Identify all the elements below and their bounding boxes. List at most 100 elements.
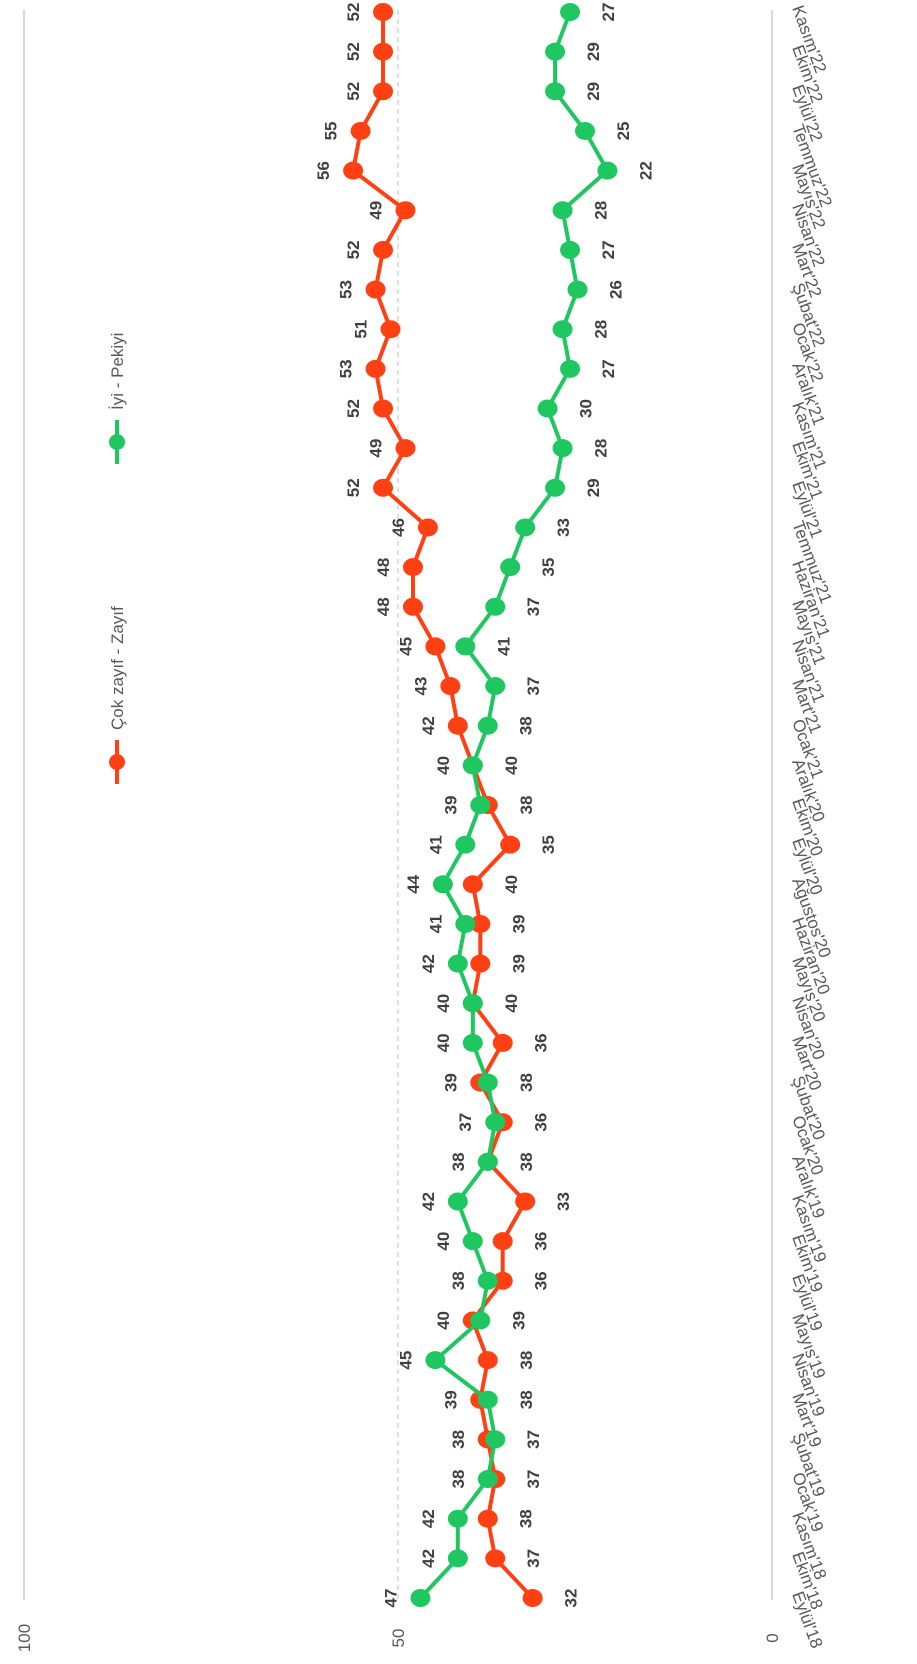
data-point: [537, 399, 558, 418]
data-label: 48: [374, 597, 393, 616]
data-point: [477, 1351, 498, 1370]
data-point: [373, 3, 394, 21]
data-label: 38: [517, 1073, 536, 1092]
data-point: [455, 637, 476, 656]
data-label: 38: [517, 1351, 536, 1370]
data-label: 52: [344, 82, 363, 101]
data-point: [455, 835, 476, 854]
data-label: 28: [592, 439, 611, 458]
value-tick-label: 50: [389, 1629, 408, 1648]
series-iyi-pekiyi: [410, 3, 618, 1607]
series-layer: 32 47 37 42 38 42 37 38 38 37 39 38 38 45 40 39 36 38 36 40…: [314, 3, 655, 1608]
data-label: 39: [509, 914, 528, 933]
data-labels: 32 47 37 42 38 42 37 38 38 37 39 38 38 45 40 39 36 38 36 40…: [314, 3, 655, 1608]
data-label: 37: [524, 1470, 543, 1489]
data-label: 36: [532, 1113, 551, 1132]
data-label: 27: [599, 359, 618, 378]
data-label: 47: [381, 1589, 400, 1608]
data-label: 27: [599, 240, 618, 259]
data-label: 37: [524, 677, 543, 696]
data-point: [462, 1232, 483, 1251]
data-label: 25: [614, 121, 633, 140]
data-point: [597, 161, 618, 180]
data-label: 33: [554, 518, 573, 537]
data-point: [575, 121, 595, 140]
data-point: [447, 1549, 468, 1568]
data-label: 38: [517, 796, 536, 815]
data-point: [492, 1232, 513, 1251]
data-label: 51: [352, 320, 371, 339]
data-label: 56: [314, 161, 333, 180]
data-label: 39: [441, 796, 460, 815]
data-point: [477, 1152, 498, 1171]
data-point: [545, 478, 566, 497]
data-label: 40: [434, 1033, 453, 1052]
data-point: [432, 875, 453, 894]
data-label: 49: [366, 201, 385, 220]
data-label: 42: [419, 1509, 438, 1528]
data-label: 38: [517, 1390, 536, 1409]
data-label: 42: [419, 954, 438, 973]
data-point: [373, 42, 394, 61]
data-label: 42: [419, 1192, 438, 1211]
data-label: 41: [426, 835, 445, 854]
legend-swatch-marker: [109, 754, 125, 770]
data-label: 38: [517, 1509, 536, 1528]
data-label: 53: [337, 359, 356, 378]
data-label: 29: [584, 82, 603, 101]
data-label: 35: [539, 835, 558, 854]
data-point: [447, 1192, 468, 1211]
data-label: 43: [411, 677, 430, 696]
data-point: [470, 1311, 491, 1330]
data-point: [552, 201, 573, 220]
data-point: [477, 1509, 498, 1528]
data-label: 38: [449, 1470, 468, 1489]
data-point: [425, 1351, 446, 1370]
data-point: [402, 597, 423, 616]
data-point: [560, 3, 581, 21]
data-label: 40: [502, 994, 521, 1013]
data-point: [462, 756, 483, 775]
data-point: [500, 835, 521, 854]
data-point: [365, 359, 386, 378]
data-label: 32: [562, 1589, 581, 1608]
data-point: [500, 558, 521, 577]
data-label: 37: [456, 1113, 475, 1132]
data-point: [545, 82, 566, 101]
data-label: 35: [539, 558, 558, 577]
data-label: 52: [344, 42, 363, 61]
data-point: [462, 994, 483, 1013]
data-label: 28: [592, 320, 611, 339]
data-label: 40: [434, 994, 453, 1013]
data-label: 52: [344, 478, 363, 497]
data-label: 52: [344, 399, 363, 418]
data-point: [425, 637, 446, 656]
data-point: [373, 82, 394, 101]
data-point: [485, 677, 506, 696]
value-tick-label: 100: [15, 1624, 34, 1652]
data-label: 36: [532, 1232, 551, 1251]
data-label: 38: [449, 1430, 468, 1449]
data-point: [447, 1509, 468, 1528]
data-point: [477, 1470, 498, 1489]
data-point: [462, 875, 483, 894]
data-label: 40: [434, 1232, 453, 1251]
data-label: 55: [322, 121, 341, 140]
data-point: [485, 1549, 506, 1568]
data-point: [515, 518, 536, 537]
data-point: [552, 439, 573, 458]
data-label: 29: [584, 478, 603, 497]
data-label: 40: [502, 756, 521, 775]
data-label: 38: [517, 716, 536, 735]
data-point: [477, 716, 498, 735]
data-label: 28: [592, 201, 611, 220]
legend: Çok zayıf - Zayıf İyi - Pekiyi: [108, 333, 127, 784]
legend-swatch-marker: [109, 434, 125, 450]
data-label: 42: [419, 1549, 438, 1568]
data-label: 33: [554, 1192, 573, 1211]
data-label: 39: [509, 1311, 528, 1330]
data-point: [545, 42, 566, 61]
data-point: [462, 1033, 483, 1052]
data-label: 40: [434, 756, 453, 775]
data-label: 38: [517, 1152, 536, 1171]
